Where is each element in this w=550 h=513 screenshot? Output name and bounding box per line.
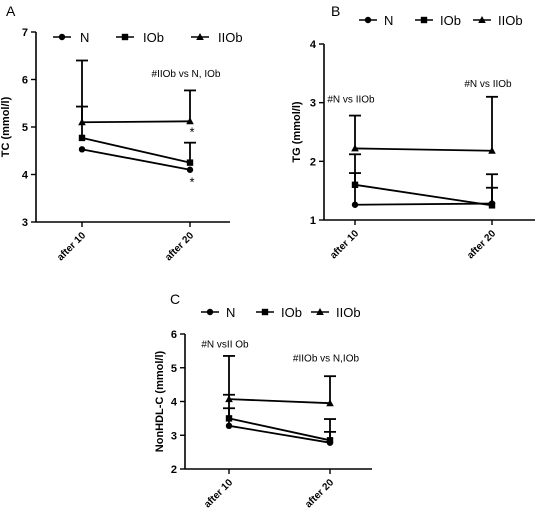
legend-marker-iob (261, 308, 269, 316)
legend-marker-n (364, 16, 372, 24)
legend-label-iiob: IIOb (218, 30, 243, 45)
data-point-iiob (186, 117, 194, 125)
y-tick-label: 3 (171, 430, 177, 442)
y-tick-label: 6 (171, 329, 177, 341)
x-tick-label: after 20 (465, 228, 498, 261)
series-line (81, 137, 191, 164)
series-n (78, 146, 194, 173)
legend-marker-n (206, 308, 214, 316)
data-point-iiob (488, 146, 496, 154)
significance-star: * (189, 125, 194, 140)
legend-marker-iob (420, 16, 428, 24)
legend-marker-n (58, 33, 66, 41)
x-tick-label: after 20 (163, 230, 196, 263)
annotation-text: #IIOb vs N, IOb (152, 69, 221, 80)
x-tick-label: after 10 (55, 230, 88, 263)
data-point-iiob (326, 399, 334, 407)
data-point-iob (186, 159, 194, 166)
panel-label: C (170, 291, 180, 307)
y-tick-label: 4 (171, 397, 178, 409)
series-line (354, 183, 493, 207)
series-iob (76, 105, 196, 166)
series-iob (349, 153, 498, 209)
data-point-n (351, 201, 359, 208)
legend-marker-iiob (478, 16, 486, 23)
data-point-iob (488, 202, 496, 209)
legend-label-n: N (384, 13, 393, 28)
data-point-iob (351, 181, 359, 188)
data-point-n (225, 422, 233, 429)
data-point-iob (78, 134, 86, 142)
legend-label-iiob: IIOb (498, 13, 523, 28)
legend-marker-iiob (316, 308, 324, 315)
panel-label: A (6, 3, 16, 19)
series-line (81, 148, 191, 171)
annotation-text: #N vsII Ob (201, 340, 249, 351)
y-tick-label: 3 (310, 98, 316, 110)
series-iiob (223, 355, 336, 407)
data-point-n (78, 146, 86, 153)
series-iob (223, 393, 336, 444)
legend-label-iob: IOb (143, 30, 164, 45)
y-tick-label: 4 (22, 170, 29, 182)
series-line (81, 120, 191, 124)
y-tick-label: 4 (310, 39, 317, 51)
x-tick-label: after 10 (328, 228, 361, 261)
series-line (354, 147, 493, 152)
annotation-text: #N vs IIOb (464, 79, 512, 90)
data-point-iob (326, 437, 334, 444)
data-point-iiob (225, 395, 233, 403)
series-iiob (76, 59, 196, 126)
annotation-text: #IIOb vs N,IOb (293, 354, 360, 365)
legend-label-iiob: IIOb (336, 305, 361, 320)
y-tick-label: 7 (22, 27, 28, 39)
legend-label-iob: IOb (440, 13, 461, 28)
series-line (228, 424, 331, 444)
y-tick-label: 3 (22, 217, 28, 229)
series-line (354, 202, 493, 206)
data-point-n (186, 166, 194, 173)
y-tick-label: 6 (22, 75, 28, 87)
legend-label-n: N (226, 305, 235, 320)
legend-marker-iiob (196, 33, 204, 40)
annotation-text: #N vs IIOb (327, 95, 375, 106)
y-axis-label: NonHDL-C (mmol/l) (154, 350, 166, 452)
series-iiob (349, 95, 498, 154)
series-line (228, 398, 331, 405)
x-tick-label: after 10 (202, 477, 235, 510)
panel-b: B N IOb IIOb 1 2 3 4 TG (mmol/l) after 10 after 20… (291, 3, 535, 261)
y-tick-label: 5 (171, 363, 177, 375)
series-line (228, 417, 331, 442)
panel-a: A N IOb IIOb 3 4 5 6 7 TC (mmol/l) after 10 after 2… (0, 3, 243, 263)
data-point-iob (225, 415, 233, 422)
significance-star: * (189, 174, 194, 189)
data-point-iiob (78, 118, 86, 126)
y-tick-label: 1 (310, 215, 316, 227)
y-axis-label: TG (mmol/l) (291, 101, 303, 162)
y-tick-label: 2 (310, 156, 316, 168)
data-point-iiob (351, 144, 359, 152)
series-n (223, 407, 336, 446)
y-axis-label: TC (mmol/l) (0, 96, 12, 157)
legend-marker-iob (121, 33, 129, 41)
x-tick-label: after 20 (303, 477, 336, 510)
y-tick-label: 5 (22, 122, 28, 134)
y-tick-label: 2 (171, 464, 177, 476)
panel-c: C N IOb IIOb 2 3 4 5 6 NonHDL-C (mmol/l) after 10 a… (154, 291, 372, 510)
panel-label: B (331, 3, 340, 19)
legend-label-n: N (80, 30, 89, 45)
legend-label-iob: IOb (281, 305, 302, 320)
